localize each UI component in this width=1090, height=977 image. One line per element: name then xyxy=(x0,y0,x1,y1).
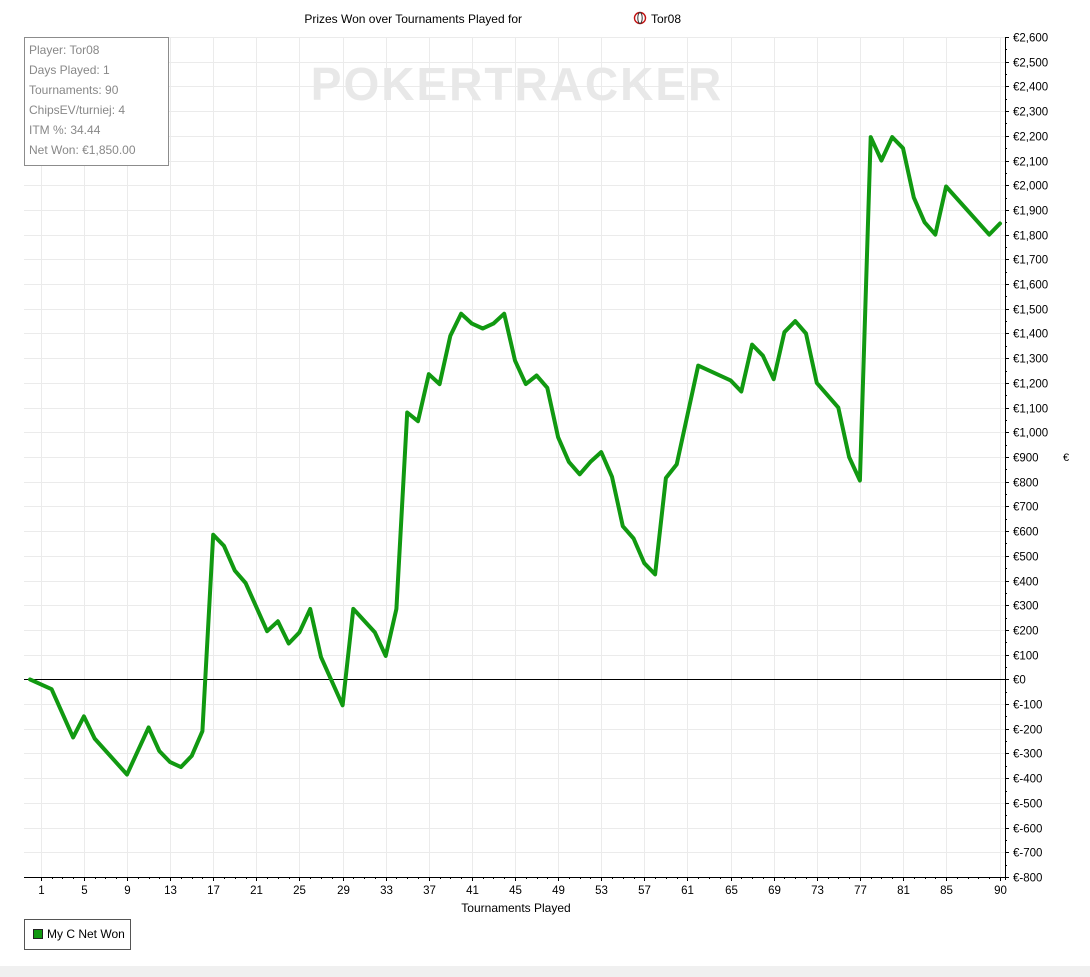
x-tick-label: 73 xyxy=(811,885,824,897)
watermark-layer: POKERTRACKER xyxy=(311,58,723,110)
y-tick-label: €900 xyxy=(1013,453,1039,465)
chart-player-name: Tor08 xyxy=(651,12,681,26)
x-tick-label: 37 xyxy=(423,885,436,897)
y-tick-label: €600 xyxy=(1013,527,1039,539)
y-tick-label: €1,900 xyxy=(1013,206,1048,218)
y-tick-label: €1,500 xyxy=(1013,305,1048,317)
legend-swatch xyxy=(33,929,43,939)
y-tick-label: €-200 xyxy=(1013,725,1042,737)
y-tick-label: €2,500 xyxy=(1013,58,1048,70)
y-axis-label: € xyxy=(1063,452,1069,464)
x-tick-label: 69 xyxy=(768,885,781,897)
stats-box-frame xyxy=(24,37,169,166)
y-tick-label: €700 xyxy=(1013,502,1039,514)
x-tick-label: 21 xyxy=(250,885,263,897)
y-tick-label: €2,300 xyxy=(1013,107,1048,119)
y-tick-label: €300 xyxy=(1013,601,1039,613)
y-tick-label: €-400 xyxy=(1013,774,1042,786)
series-line xyxy=(28,135,1002,777)
x-tick-label: 45 xyxy=(509,885,522,897)
chart-title: Prizes Won over Tournaments Played for xyxy=(304,12,522,26)
x-tick-label: 17 xyxy=(207,885,220,897)
legend-label: My C Net Won xyxy=(47,927,125,941)
watermark-text: POKERTRACKER xyxy=(311,58,723,110)
legend: My C Net Won xyxy=(24,919,131,950)
x-tick-label: 85 xyxy=(940,885,953,897)
y-tick-label: €1,800 xyxy=(1013,231,1048,243)
y-tick-label: €1,000 xyxy=(1013,428,1048,440)
y-tick-label: €-500 xyxy=(1013,799,1042,811)
axes-layer: €2,600 €2,500 €2,400 €2,300 €2,200 €2,100 €2,0… xyxy=(24,33,1048,897)
x-tick-label: 49 xyxy=(552,885,565,897)
x-tick-label: 25 xyxy=(293,885,306,897)
y-tick-label: €-800 xyxy=(1013,873,1042,885)
y-tick-label: €-100 xyxy=(1013,700,1042,712)
x-tick-label: 53 xyxy=(595,885,608,897)
y-tick-label: €1,100 xyxy=(1013,404,1048,416)
y-tick-label: €400 xyxy=(1013,577,1039,589)
stats-line: Tournaments: 90 xyxy=(29,83,119,97)
y-tick-label: €2,200 xyxy=(1013,132,1048,144)
x-tick-label: 9 xyxy=(124,885,130,897)
x-tick-label: 61 xyxy=(681,885,694,897)
y-tick-label: €100 xyxy=(1013,651,1039,663)
y-tick-label: €200 xyxy=(1013,626,1039,638)
series-layer xyxy=(28,135,1002,777)
stats-line: ChipsEV/turniej: 4 xyxy=(29,103,125,117)
y-tick-label: €800 xyxy=(1013,478,1039,490)
y-tick-label: €1,400 xyxy=(1013,329,1048,341)
x-tick-label: 13 xyxy=(164,885,177,897)
x-tick-label: 5 xyxy=(81,885,87,897)
y-tick-label: €2,600 xyxy=(1013,33,1048,45)
x-tick-label: 33 xyxy=(380,885,393,897)
y-tick-label: €2,100 xyxy=(1013,157,1048,169)
stats-line: ITM %: 34.44 xyxy=(29,123,101,137)
y-tick-label: €-600 xyxy=(1013,824,1042,836)
y-tick-label: €-700 xyxy=(1013,848,1042,860)
x-tick-label: 77 xyxy=(854,885,867,897)
x-tick-label: 29 xyxy=(337,885,350,897)
y-tick-label: €-300 xyxy=(1013,749,1042,761)
window-bottom-strip xyxy=(0,966,1090,977)
stats-box: Player: Tor08 Days Played: 1 Tournaments: … xyxy=(24,37,169,166)
y-tick-label: €1,200 xyxy=(1013,379,1048,391)
y-tick-label: €1,700 xyxy=(1013,255,1048,267)
stats-line: Net Won: €1,850.00 xyxy=(29,143,136,157)
y-tick-label: €2,000 xyxy=(1013,181,1048,193)
x-tick-label: 90 xyxy=(994,885,1007,897)
x-tick-label: 1 xyxy=(38,885,44,897)
x-tick-label: 81 xyxy=(897,885,910,897)
x-tick-label: 41 xyxy=(466,885,479,897)
stats-line: Player: Tor08 xyxy=(29,43,100,57)
y-tick-label: €2,400 xyxy=(1013,82,1048,94)
y-tick-label: €1,600 xyxy=(1013,280,1048,292)
x-tick-label: 57 xyxy=(638,885,651,897)
x-axis-label: Tournaments Played xyxy=(461,901,570,915)
x-tick-label: 65 xyxy=(725,885,738,897)
y-tick-label: €0 xyxy=(1013,675,1026,687)
grid-layer xyxy=(24,37,1006,878)
y-tick-label: €1,300 xyxy=(1013,354,1048,366)
y-tick-label: €500 xyxy=(1013,552,1039,564)
poker-chip-icon xyxy=(633,11,647,25)
stats-line: Days Played: 1 xyxy=(29,63,110,77)
